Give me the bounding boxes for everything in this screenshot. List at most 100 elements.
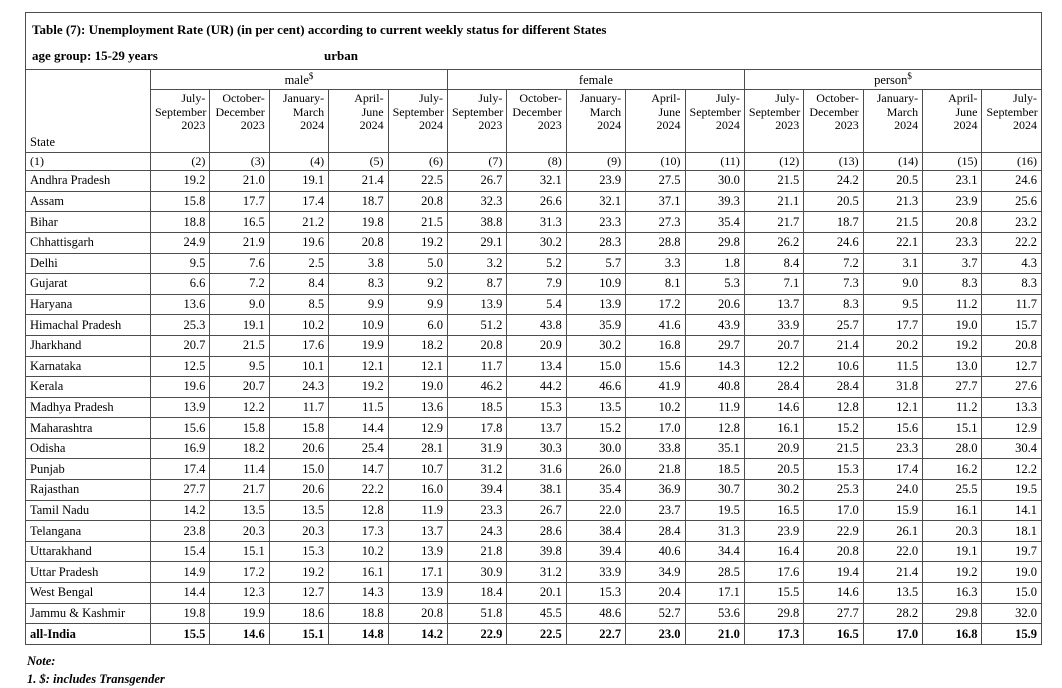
state-name: Uttar Pradesh [25,561,151,584]
column-number: (11) [684,152,745,172]
value-cell: 33.9 [743,314,805,336]
value-cell: 17.1 [387,561,448,584]
value-cell: 28.3 [565,231,627,254]
value-cell: 5.7 [565,252,627,275]
value-cell: 8.3 [328,273,389,295]
value-cell: 18.8 [149,211,211,233]
value-cell: 14.1 [981,499,1043,522]
period-header: July- September 2024 [981,89,1043,154]
state-column-header: State [25,68,151,154]
value-cell: 19.2 [387,231,448,254]
value-cell: 16.3 [922,582,983,604]
value-cell: 25.4 [328,437,389,460]
table-row: Jharkhand 20.7 21.5 17.6 19.9 18.2 20.8 20.9 30.… [25,334,1043,357]
period-header: July- September 2023 [446,89,508,154]
value-cell: 23.3 [922,231,983,254]
value-cell: 13.9 [565,293,627,316]
value-cell: 15.7 [981,314,1043,336]
value-cell: 22.1 [862,231,924,254]
note-heading: Note: [27,653,56,668]
value-cell: 43.8 [506,314,567,336]
person-label: person [874,73,908,88]
value-cell: 5.3 [684,273,745,295]
value-cell: 44.2 [506,376,567,398]
value-cell: 15.5 [149,623,211,645]
group-header-row: State male$ female person$ [25,68,1043,154]
period-header: April-June 2024 [922,89,983,154]
value-cell: 24.6 [803,231,864,254]
value-cell: 22.2 [328,479,389,501]
value-cell: 31.9 [446,437,508,460]
value-cell: 36.9 [625,479,686,501]
value-cell: 22.9 [446,623,508,645]
value-cell: 15.3 [268,540,330,563]
value-cell: 14.6 [209,623,270,645]
value-cell: 13.5 [209,499,270,522]
state-name: Haryana [25,293,151,316]
value-cell: 19.2 [268,561,330,584]
value-cell: 15.0 [981,582,1043,604]
value-cell: 19.2 [922,334,983,357]
value-cell: 15.0 [268,458,330,481]
column-number: (4) [268,152,330,172]
value-cell: 19.6 [268,231,330,254]
table-row: Punjab 17.4 11.4 15.0 14.7 10.7 31.2 31.6 26.0 21… [25,458,1043,481]
value-cell: 41.9 [625,376,686,398]
value-cell: 3.8 [328,252,389,275]
state-name: all-India [25,623,151,645]
value-cell: 8.7 [446,273,508,295]
value-cell: 27.7 [803,602,864,625]
value-cell: 23.3 [446,499,508,522]
value-cell: 12.8 [328,499,389,522]
value-cell: 21.8 [446,540,508,563]
value-cell: 6.0 [387,314,448,336]
value-cell: 19.0 [922,314,983,336]
value-cell: 28.8 [625,231,686,254]
value-cell: 15.0 [565,355,627,378]
subtitle-cell: age group: 15-29 years urban [24,40,1043,70]
value-cell: 16.1 [328,561,389,584]
value-cell: 39.3 [684,190,745,213]
table-title: Table (7): Unemployment Rate (UR) (in pe… [24,12,1043,40]
column-number: (2) [149,152,211,172]
value-cell: 17.7 [209,190,270,213]
value-cell: 12.7 [268,582,330,604]
value-cell: 16.9 [149,437,211,460]
value-cell: 17.3 [328,520,389,542]
value-cell: 12.1 [328,355,389,378]
period-header: January- March 2024 [565,89,627,154]
table-row: Andhra Pradesh 19.2 21.0 19.1 21.4 22.5 26.7 32… [25,170,1043,192]
value-cell: 32.1 [506,170,567,192]
value-cell: 46.2 [446,376,508,398]
value-cell: 18.5 [684,458,745,481]
value-cell: 33.8 [625,437,686,460]
column-number: (15) [922,152,983,172]
table-row: Madhya Pradesh 13.9 12.2 11.7 11.5 13.6 18.5 15… [25,396,1043,419]
value-cell: 21.0 [684,623,745,645]
column-number: (9) [565,152,627,172]
value-cell: 52.7 [625,602,686,625]
value-cell: 21.9 [209,231,270,254]
value-cell: 10.1 [268,355,330,378]
value-cell: 23.8 [149,520,211,542]
column-number: (5) [328,152,389,172]
table-row: Uttar Pradesh 14.9 17.2 19.2 16.1 17.1 30.9 31.… [25,561,1043,584]
value-cell: 11.5 [862,355,924,378]
value-cell: 13.5 [565,396,627,419]
value-cell: 31.3 [684,520,745,542]
value-cell: 51.8 [446,602,508,625]
value-cell: 43.9 [684,314,745,336]
value-cell: 20.8 [328,231,389,254]
table-row: Uttarakhand 15.4 15.1 15.3 10.2 13.9 21.8 39.8 3… [25,540,1043,563]
document-page: Table (7): Unemployment Rate (UR) (in pe… [0,12,1062,686]
value-cell: 35.4 [684,211,745,233]
value-cell: 23.0 [625,623,686,645]
state-name: Uttarakhand [25,540,151,563]
value-cell: 16.5 [209,211,270,233]
value-cell: 30.9 [446,561,508,584]
value-cell: 35.4 [565,479,627,501]
value-cell: 19.1 [209,314,270,336]
value-cell: 23.9 [922,190,983,213]
value-cell: 9.5 [862,293,924,316]
value-cell: 12.9 [981,417,1043,439]
